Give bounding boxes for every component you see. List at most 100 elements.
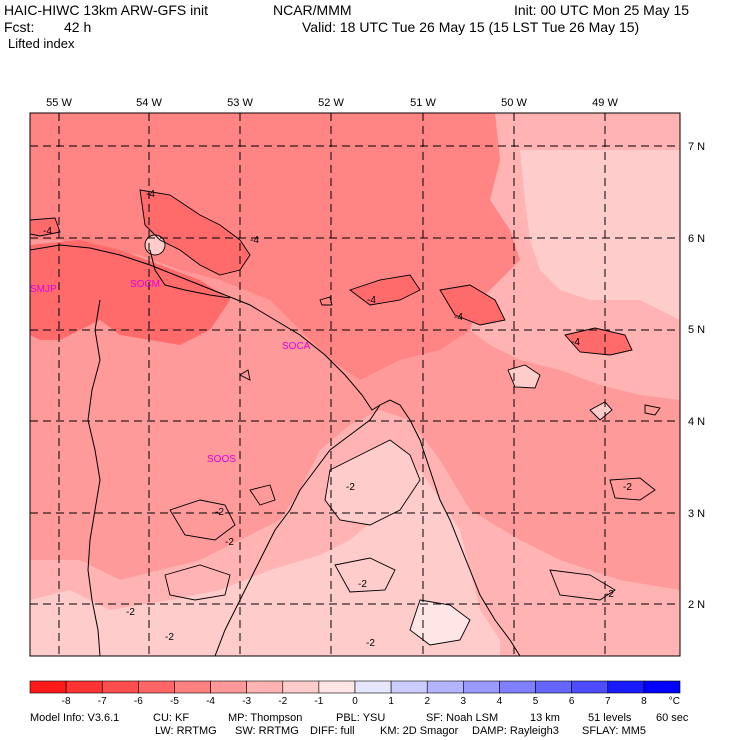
colorbar-swatch (571, 680, 609, 694)
lon-label: 52 W (318, 97, 344, 109)
contour-label: -2 (165, 632, 174, 643)
lat-label: 5 N (688, 324, 705, 336)
colorbar-tick-label: 6 (569, 696, 575, 707)
valid-time: Valid: 18 UTC Tue 26 May 15 (15 LST Tue … (302, 19, 640, 35)
footer-pbl: PBL: YSU (336, 712, 386, 724)
lat-label: 2 N (688, 599, 705, 611)
lon-label: 50 W (501, 97, 527, 109)
colorbar-swatch (390, 680, 428, 694)
colorbar-swatch (246, 680, 284, 694)
contour-label: -4 (250, 235, 259, 246)
colorbar-tick-label: -2 (278, 696, 287, 707)
lon-label: 49 W (592, 97, 618, 109)
colorbar: -8 -7 -6 -5 -4 -3 -2 -1 0 1 2 3 4 5 6 7 8 °C (29, 680, 681, 707)
colorbar-tick-label: 4 (497, 696, 503, 707)
colorbar-swatch (138, 680, 175, 694)
lon-label: 51 W (410, 97, 436, 109)
station-labels: SMJP SOCM SOCA SOOS (30, 279, 311, 465)
colorbar-tick-label: -8 (62, 696, 71, 707)
model-title: HAIC-HIWC 13km ARW-GFS init (4, 2, 209, 18)
colorbar-tick-label: 7 (605, 696, 611, 707)
contour-label: -2 (215, 507, 224, 518)
contour-label: -4 (454, 312, 463, 323)
colorbar-swatch (354, 680, 392, 694)
contour-labels: -4 -4 -4 -4 -4 -4 -2 -2 -2 -2 -2 -2 -2 -… (43, 189, 632, 649)
colorbar-swatch (535, 680, 572, 694)
forecast-hour: 42 h (64, 19, 92, 35)
contour-label: -2 (225, 537, 234, 548)
contour-label: -4 (571, 337, 580, 348)
footer-diff: DIFF: full (310, 725, 355, 737)
colorbar-swatch (101, 680, 139, 694)
colorbar-tick-label: -3 (242, 696, 251, 707)
station-soos: SOOS (207, 454, 236, 465)
colorbar-tick-label: -4 (206, 696, 215, 707)
longitude-labels: 55 W 54 W 53 W 52 W 51 W 50 W 49 W (46, 97, 618, 109)
colorbar-tick-label: 3 (461, 696, 467, 707)
contour-label: -4 (43, 226, 52, 237)
lat-label: 6 N (688, 233, 705, 245)
colorbar-tick-label: 1 (388, 696, 394, 707)
lat-lon-grid (30, 113, 680, 656)
footer-km: KM: 2D Smagor (380, 725, 459, 737)
footer-sw: SW: RRTMG (235, 725, 299, 737)
coastlines (30, 244, 521, 656)
contour-label: -2 (366, 638, 375, 649)
station-soca: SOCA (282, 341, 311, 352)
colorbar-swatch (607, 680, 645, 694)
colorbar-tick-label: -1 (314, 696, 323, 707)
colorbar-swatch (643, 680, 681, 694)
shaded-field (30, 113, 680, 656)
contour-label: -2 (346, 482, 355, 493)
station-smjp: SMJP (30, 284, 57, 295)
footer-model-info: Model Info: V3.6.1 (30, 712, 120, 724)
colorbar-tick-label: 8 (641, 696, 647, 707)
colorbar-swatch (282, 680, 320, 694)
colorbar-swatch (426, 680, 464, 694)
contour-label: -2 (126, 607, 135, 618)
colorbar-tick-label: -5 (170, 696, 179, 707)
organization: NCAR/MMM (273, 2, 352, 18)
field-name: Lifted index (8, 36, 75, 51)
footer-lw: LW: RRTMG (155, 725, 217, 737)
init-time: Init: 00 UTC Mon 25 May 15 (514, 2, 690, 18)
colorbar-swatch (174, 680, 211, 694)
footer-cu: CU: KF (153, 712, 190, 724)
footer-damp: DAMP: Rayleigh3 (472, 725, 559, 737)
footer-mp: MP: Thompson (228, 712, 303, 724)
colorbar-swatch (29, 680, 67, 694)
contour-label: -4 (146, 189, 155, 200)
lat-label: 7 N (688, 141, 705, 153)
lat-label: 3 N (688, 508, 705, 520)
colorbar-swatch (499, 680, 536, 694)
colorbar-tick-label: 2 (424, 696, 430, 707)
contour-lines (30, 189, 661, 646)
lon-label: 53 W (227, 97, 253, 109)
latitude-labels: 7 N 6 N 5 N 4 N 3 N 2 N (688, 141, 705, 611)
colorbar-tick-label: 0 (352, 696, 358, 707)
colorbar-swatch (318, 680, 356, 694)
lat-label: 4 N (688, 416, 705, 428)
colorbar-unit: °C (669, 696, 680, 707)
footer-sflay: SFLAY: MM5 (582, 725, 646, 737)
colorbar-swatch (65, 680, 103, 694)
contour-label: -2 (358, 579, 367, 590)
footer-timestep: 60 sec (656, 712, 689, 724)
contour-label: -2 (623, 482, 632, 493)
map-frame (29, 112, 681, 657)
lon-label: 55 W (46, 97, 72, 109)
colorbar-swatch (463, 680, 500, 694)
forecast-label: Fcst: (4, 19, 35, 35)
contour-label: -4 (367, 295, 376, 306)
footer-sf: SF: Noah LSM (426, 712, 499, 724)
contour-label: -2 (605, 589, 614, 600)
colorbar-swatch (210, 680, 247, 694)
colorbar-tick-label: -6 (134, 696, 143, 707)
colorbar-tick-label: 5 (533, 696, 539, 707)
lon-label: 54 W (136, 97, 162, 109)
footer-resolution: 13 km (530, 712, 560, 724)
station-socm: SOCM (130, 279, 160, 290)
colorbar-tick-label: -7 (98, 696, 107, 707)
footer-levels: 51 levels (588, 712, 632, 724)
